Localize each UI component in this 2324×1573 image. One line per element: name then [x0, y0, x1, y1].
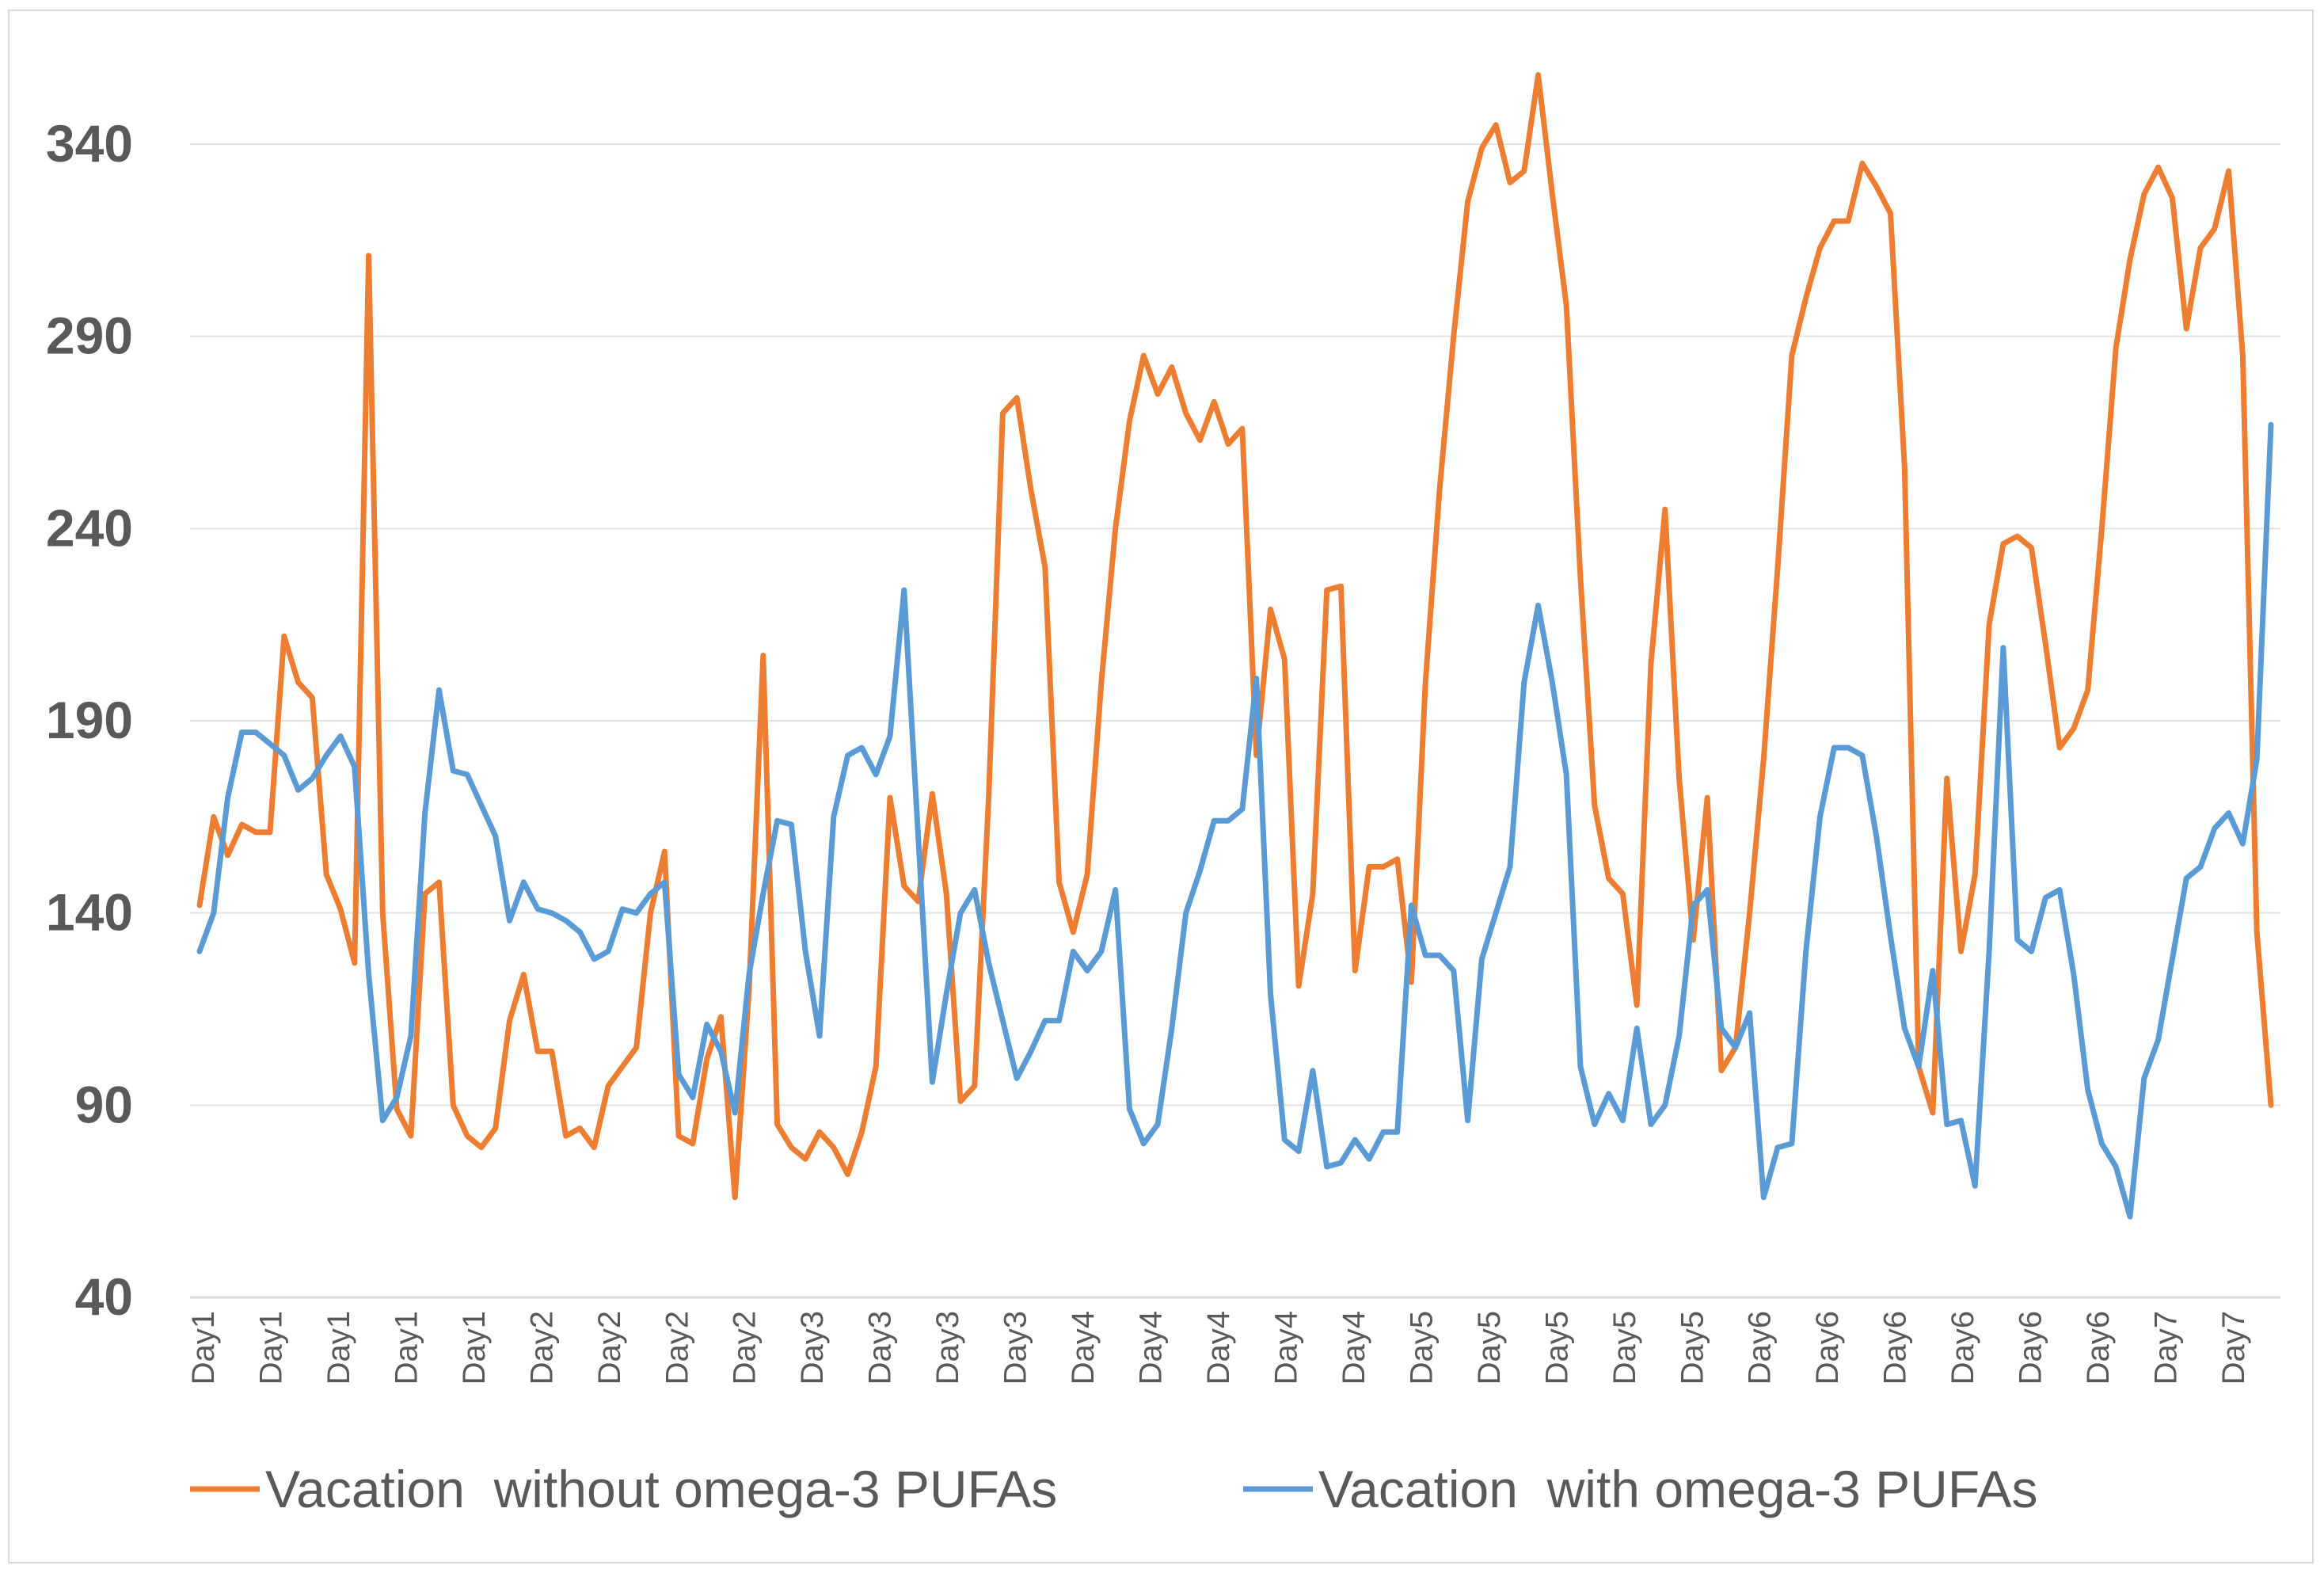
y-tick-label: 40 — [75, 1267, 133, 1326]
x-tick-label: Day1 — [457, 1311, 492, 1384]
legend-label: Vacation with omega-3 PUFAs — [1318, 1460, 2038, 1518]
chart-frame — [8, 10, 2314, 1563]
series-line-with-omega3 — [196, 421, 2274, 1220]
x-tick-label: Day1 — [186, 1311, 221, 1384]
y-tick-label: 90 — [75, 1075, 133, 1133]
x-tick-label: Day2 — [660, 1311, 694, 1384]
x-tick-label: Day3 — [930, 1311, 965, 1384]
legend-label: Vacation without omega-3 PUFAs — [265, 1460, 1057, 1518]
y-tick-label: 290 — [46, 307, 133, 365]
x-tick-label: Day5 — [1472, 1311, 1507, 1384]
x-tick-label: Day3 — [795, 1311, 830, 1384]
x-tick-label: Day6 — [2014, 1311, 2048, 1384]
x-tick-label: Day5 — [1404, 1311, 1439, 1384]
x-tick-label: Day2 — [592, 1311, 627, 1384]
x-axis: Day1 Day1 Day1 Day1 Day1 Day2 Day2 Day2 Day2 Day3… — [186, 1311, 2251, 1384]
x-tick-label: Day3 — [998, 1311, 1033, 1384]
x-tick-label: Day6 — [2081, 1311, 2116, 1384]
series-line-without-omega3 — [196, 72, 2274, 1201]
x-tick-label: Day7 — [2216, 1311, 2251, 1384]
x-tick-label: Day1 — [389, 1311, 424, 1384]
gridlines — [190, 143, 2280, 1299]
x-tick-label: Day5 — [1539, 1311, 1574, 1384]
x-tick-label: Day1 — [253, 1311, 288, 1384]
x-tick-label: Day4 — [1201, 1311, 1236, 1384]
x-tick-label: Day3 — [863, 1311, 898, 1384]
x-tick-label: Day7 — [2149, 1311, 2184, 1384]
x-tick-label: Day2 — [728, 1311, 763, 1384]
x-tick-label: Day5 — [1607, 1311, 1642, 1384]
y-tick-label: 340 — [46, 114, 133, 173]
x-tick-label: Day5 — [1675, 1311, 1710, 1384]
x-tick-label: Day1 — [321, 1311, 356, 1384]
x-tick-label: Day6 — [1878, 1311, 1913, 1384]
x-tick-label: Day4 — [1066, 1311, 1101, 1384]
x-tick-label: Day2 — [524, 1311, 559, 1384]
y-tick-label: 190 — [46, 691, 133, 749]
x-tick-label: Day4 — [1269, 1311, 1303, 1384]
x-tick-label: Day4 — [1134, 1311, 1169, 1384]
x-tick-label: Day4 — [1337, 1311, 1371, 1384]
x-tick-label: Day6 — [1810, 1311, 1845, 1384]
y-tick-label: 240 — [46, 498, 133, 557]
y-axis: 40 90 140 190 240 290 340 — [46, 114, 133, 1326]
legend: Vacation without omega-3 PUFAs Vacation w… — [190, 1460, 2038, 1518]
y-tick-label: 140 — [46, 883, 133, 942]
x-tick-label: Day6 — [1743, 1311, 1778, 1384]
x-tick-label: Day6 — [1946, 1311, 1980, 1384]
series-lines — [196, 72, 2274, 1220]
